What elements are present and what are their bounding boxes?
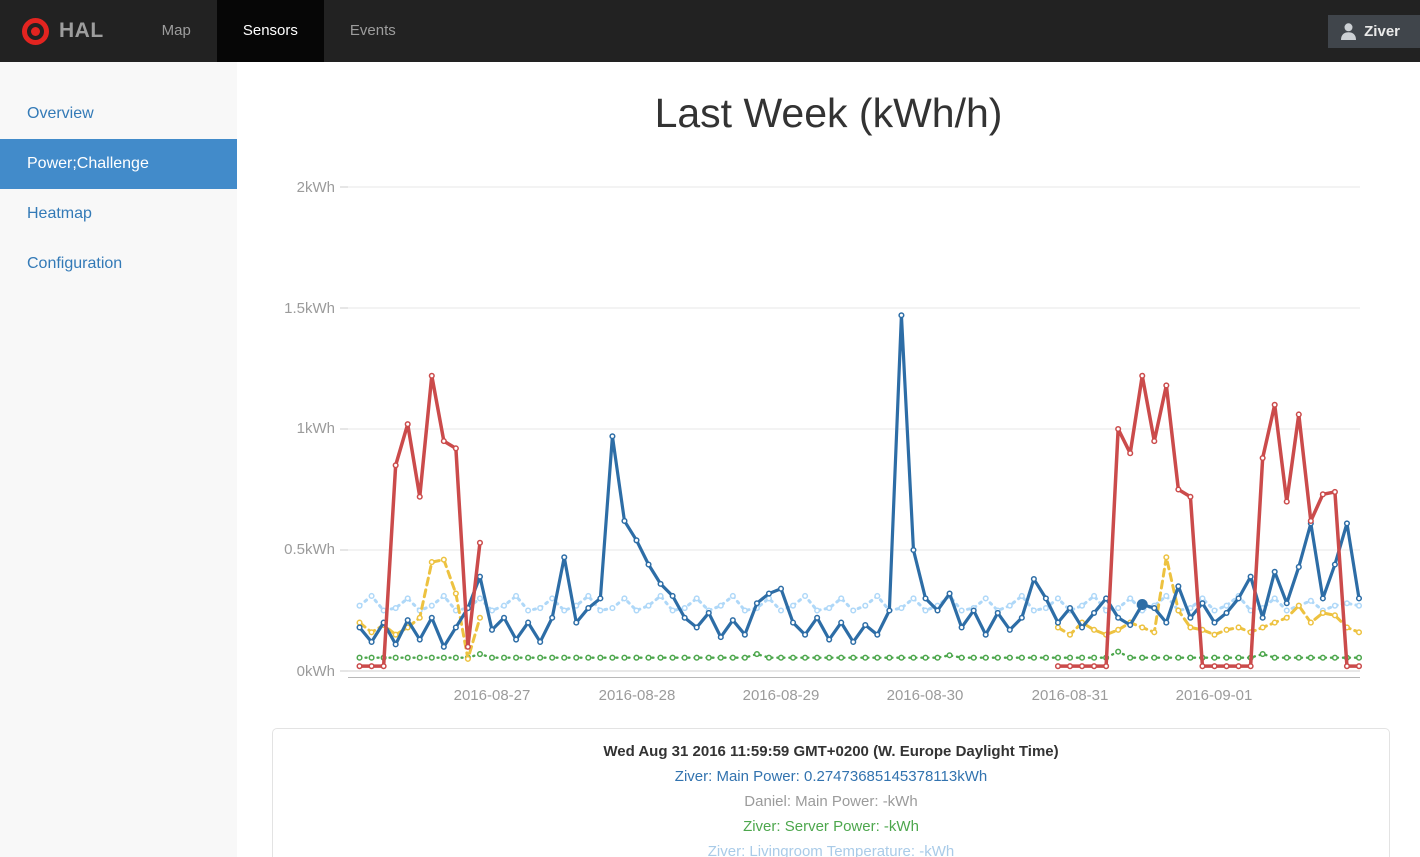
navbar-menu: Map Sensors Events xyxy=(136,0,422,62)
series-ziver-server-power[interactable] xyxy=(356,648,1363,661)
tooltip-line-ziver-server-power: Ziver: Server Power: -kWh xyxy=(743,818,919,835)
y-axis-labels: 0kWh 0.5kWh 1kWh 1.5kWh 2kWh xyxy=(284,179,335,680)
y-tick-label: 1kWh xyxy=(297,420,335,437)
page-title: Last Week (kWh/h) xyxy=(654,90,1003,136)
sidebar: Overview Power;Challenge Heatmap Configu… xyxy=(0,62,237,857)
sidebar-item-heatmap[interactable]: Heatmap xyxy=(27,205,92,222)
tooltip-line-daniel-main-power: Daniel: Main Power: -kWh xyxy=(744,793,918,810)
sidebar-item-configuration[interactable]: Configuration xyxy=(27,255,123,272)
x-tick-label: 2016-09-01 xyxy=(1176,687,1253,704)
user-name: Ziver xyxy=(1364,22,1400,40)
user-menu-button[interactable]: Ziver xyxy=(1328,14,1420,48)
chart-grid xyxy=(340,186,1360,678)
x-tick-label: 2016-08-28 xyxy=(599,687,676,704)
x-tick-label: 2016-08-31 xyxy=(1032,687,1109,704)
brand-label: HAL xyxy=(59,19,104,42)
chart-series xyxy=(356,312,1363,670)
top-navbar: HAL Map Sensors Events Ziver xyxy=(0,0,1420,62)
y-tick-label: 0kWh xyxy=(297,663,335,680)
nav-item-sensors[interactable]: Sensors xyxy=(216,0,324,62)
brand[interactable]: HAL xyxy=(0,0,120,62)
series-daniel-main-power[interactable] xyxy=(356,372,1363,670)
tooltip-timestamp: Wed Aug 31 2016 11:59:59 GMT+0200 (W. Eu… xyxy=(603,743,1059,760)
tooltip-line-ziver-main-power: Ziver: Main Power: 0.27473685145378113kW… xyxy=(674,768,988,785)
nav-item-events[interactable]: Events xyxy=(349,22,396,39)
x-tick-label: 2016-08-30 xyxy=(887,687,964,704)
x-axis-labels: 2016-08-27 2016-08-28 2016-08-29 2016-08… xyxy=(454,687,1253,704)
selected-point[interactable] xyxy=(1136,599,1148,611)
tooltip-line-ziver-livingroom-temperature: Ziver: Livingroom Temperature: -kWh xyxy=(707,843,955,857)
nav-item-map[interactable]: Map xyxy=(161,22,191,39)
hal-bullseye-logo-icon xyxy=(22,17,49,45)
x-tick-label: 2016-08-29 xyxy=(743,687,820,704)
user-icon xyxy=(1341,22,1357,40)
series-ziver-main-power[interactable] xyxy=(356,312,1363,650)
line-chart[interactable]: 0kWh 0.5kWh 1kWh 1.5kWh 2kWh 2016-08-27 … xyxy=(237,62,1420,724)
series-ziver-livingroom-temperature[interactable] xyxy=(356,592,1363,614)
y-tick-label: 0.5kWh xyxy=(284,541,335,558)
sidebar-item-power-challenge[interactable]: Power;Challenge xyxy=(0,139,237,189)
tooltip-legend-panel: Wed Aug 31 2016 11:59:59 GMT+0200 (W. Eu… xyxy=(272,728,1390,857)
y-tick-label: 2kWh xyxy=(297,179,335,196)
main-content: Last Week (kWh/h) 0kWh 0.5kWh 1kWh 1.5kW… xyxy=(237,62,1420,857)
y-tick-label: 1.5kWh xyxy=(284,300,335,317)
x-tick-label: 2016-08-27 xyxy=(454,687,531,704)
sidebar-item-overview[interactable]: Overview xyxy=(27,105,94,122)
